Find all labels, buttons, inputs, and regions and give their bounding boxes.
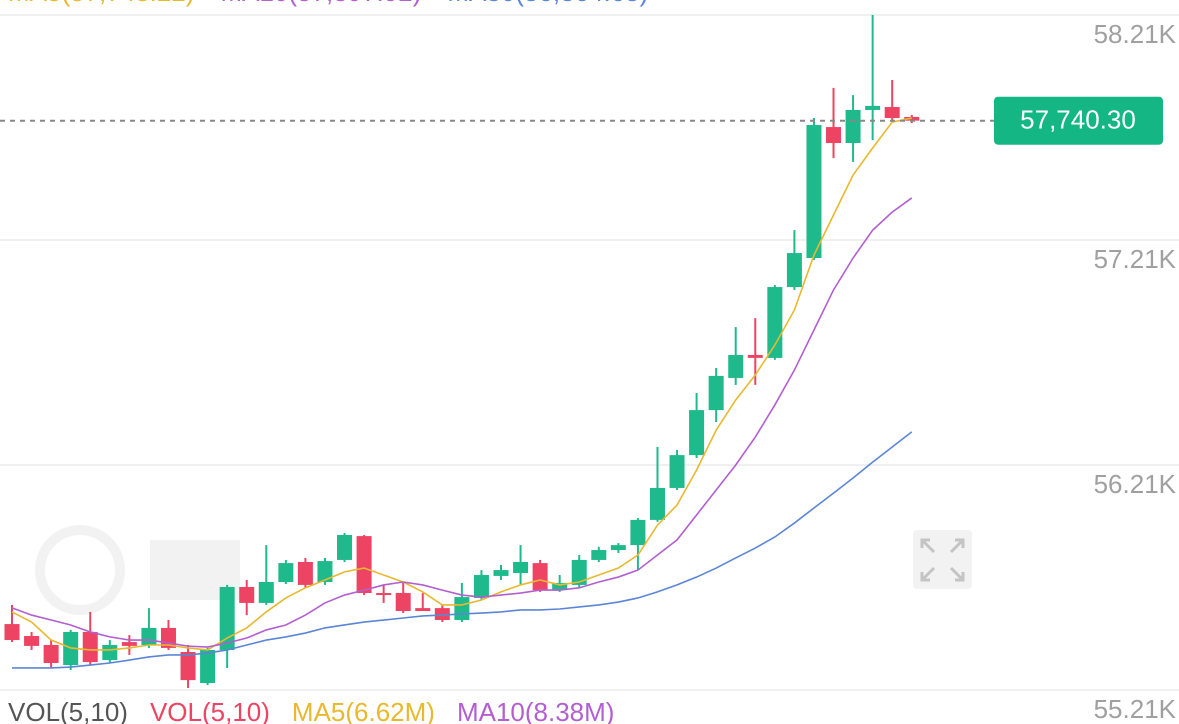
legend-entry: MA10(57,397.92) [220, 0, 421, 7]
candle-body [356, 536, 372, 594]
candle-body [865, 105, 881, 110]
candle-body [845, 109, 861, 144]
candle-body [786, 253, 802, 288]
candle-body [200, 649, 216, 684]
candle-body [82, 631, 98, 663]
candle-body [102, 645, 118, 661]
ma-line [12, 431, 913, 669]
ma-line [11, 197, 913, 648]
last-price-tag [994, 96, 1163, 145]
candle-body [141, 627, 157, 646]
last-price-label: 57,740.30 [1020, 105, 1136, 135]
candle-body [806, 125, 822, 259]
volume-legend-entry: MA5(6.62M) [292, 697, 435, 724]
candle-body [689, 410, 705, 456]
candle-body [434, 608, 450, 621]
ma-line [11, 117, 912, 651]
volume-legend-entry: VOL(5,10) [8, 697, 128, 724]
candle-body [493, 570, 509, 576]
candle-body [258, 582, 274, 603]
candle-body [513, 561, 529, 574]
candle-body [649, 487, 665, 520]
candle-body [24, 636, 40, 646]
candle-body [239, 586, 255, 603]
candle-body [454, 597, 470, 621]
candle-body [630, 519, 646, 546]
candle-body [278, 563, 294, 583]
candle-body [415, 608, 431, 612]
legend-entry: MA30(56,364.65) [447, 0, 648, 7]
expand-button[interactable] [913, 530, 972, 589]
candle-body [610, 545, 626, 551]
candle-body [297, 561, 313, 585]
candle-body [571, 559, 587, 585]
candle-body [591, 550, 607, 560]
candle-body [826, 127, 842, 144]
y-tick-label: 55.21K [1094, 694, 1177, 724]
legend-entry: MA5(57,743.22) [8, 0, 194, 7]
candle-body [395, 593, 411, 612]
watermark [35, 525, 240, 615]
candle-body [669, 455, 685, 488]
candle-body [532, 563, 548, 591]
candle-body [337, 534, 353, 560]
y-tick-label: 58.21K [1094, 19, 1177, 49]
candle-body [376, 593, 392, 596]
candle-body [767, 287, 783, 358]
candle-body [708, 375, 724, 411]
y-tick-label: 57.21K [1094, 244, 1177, 274]
candle-body [747, 354, 763, 358]
candle-body [121, 642, 137, 646]
volume-legend-entry: VOL(5,10) [150, 697, 270, 724]
y-tick-label: 56.21K [1094, 469, 1177, 499]
candle-body [180, 651, 196, 681]
candle-body [4, 624, 20, 641]
candle-body [728, 354, 744, 378]
candle-body [317, 561, 333, 583]
volume-legend-entry: MA10(8.38M) [457, 697, 615, 724]
candle-body [552, 582, 568, 591]
candle-body [43, 645, 59, 664]
candle-body [219, 586, 235, 650]
candle-body [473, 575, 489, 598]
candle-body [884, 107, 900, 119]
